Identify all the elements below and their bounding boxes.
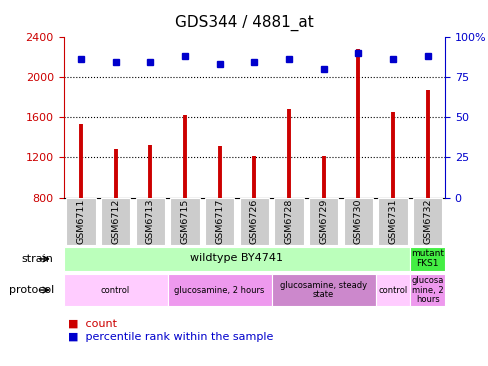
Text: GSM6715: GSM6715 (180, 199, 189, 244)
Text: strain: strain (22, 254, 54, 264)
Text: ■  percentile rank within the sample: ■ percentile rank within the sample (68, 332, 273, 343)
Text: mutant
FKS1: mutant FKS1 (410, 249, 443, 268)
Text: glucosamine, 2 hours: glucosamine, 2 hours (174, 285, 264, 295)
Text: ■  count: ■ count (68, 319, 117, 329)
Text: control: control (378, 285, 407, 295)
Bar (239, 198, 268, 245)
Bar (378, 198, 407, 245)
Text: glucosamine, steady
state: glucosamine, steady state (280, 281, 366, 299)
Text: GSM6717: GSM6717 (215, 199, 224, 244)
Text: GSM6730: GSM6730 (353, 199, 362, 244)
Bar (271, 274, 375, 306)
Text: GSM6711: GSM6711 (76, 199, 85, 244)
Text: GSM6732: GSM6732 (422, 199, 431, 244)
Bar (412, 198, 442, 245)
Text: glucosa
mine, 2
hours: glucosa mine, 2 hours (410, 276, 443, 304)
Bar (409, 247, 444, 271)
Bar (170, 198, 199, 245)
Bar (167, 274, 271, 306)
Bar (375, 274, 409, 306)
Text: GSM6731: GSM6731 (387, 199, 397, 244)
Text: protocol: protocol (8, 285, 54, 295)
Bar (409, 274, 444, 306)
Bar (308, 198, 338, 245)
Bar (274, 198, 303, 245)
Bar (135, 198, 164, 245)
Text: GSM6713: GSM6713 (145, 199, 154, 244)
Bar (204, 198, 234, 245)
Bar (66, 198, 96, 245)
Bar (101, 198, 130, 245)
Text: GSM6712: GSM6712 (111, 199, 120, 244)
Text: GSM6728: GSM6728 (284, 199, 293, 244)
Text: GDS344 / 4881_at: GDS344 / 4881_at (175, 15, 313, 31)
Text: control: control (101, 285, 130, 295)
Text: GSM6729: GSM6729 (319, 199, 327, 244)
Text: GSM6726: GSM6726 (249, 199, 258, 244)
Bar (343, 198, 372, 245)
Text: wildtype BY4741: wildtype BY4741 (190, 253, 283, 264)
Bar (63, 274, 167, 306)
